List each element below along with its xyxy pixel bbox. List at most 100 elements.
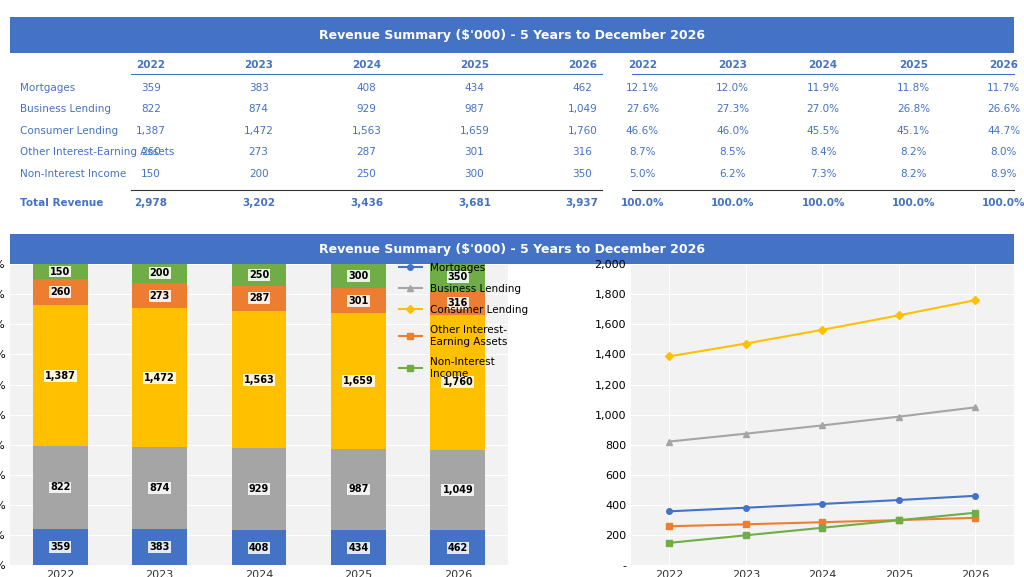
Text: 1,472: 1,472: [144, 373, 175, 383]
Text: Revenue Summary ($'000) - 5 Years to December 2026: Revenue Summary ($'000) - 5 Years to Dec…: [319, 29, 705, 42]
Text: 44.7%: 44.7%: [987, 126, 1020, 136]
Text: 100.0%: 100.0%: [892, 198, 935, 208]
Text: 359: 359: [140, 83, 161, 93]
Text: 1,659: 1,659: [460, 126, 489, 136]
Text: 150: 150: [141, 168, 161, 179]
Text: 8.4%: 8.4%: [810, 147, 837, 158]
Text: 822: 822: [140, 104, 161, 114]
Text: 300: 300: [348, 271, 369, 281]
Text: 12.0%: 12.0%: [716, 83, 750, 93]
Bar: [331, 530, 386, 565]
Text: 8.5%: 8.5%: [720, 147, 746, 158]
Text: 301: 301: [465, 147, 484, 158]
Text: Total Revenue: Total Revenue: [20, 198, 103, 208]
Text: 2026: 2026: [567, 60, 597, 70]
Text: 46.6%: 46.6%: [626, 126, 659, 136]
Text: 383: 383: [249, 83, 268, 93]
Bar: [231, 530, 287, 565]
Bar: [430, 530, 485, 565]
Text: 6.2%: 6.2%: [720, 168, 746, 179]
Text: 45.1%: 45.1%: [897, 126, 930, 136]
Text: 100.0%: 100.0%: [982, 198, 1024, 208]
Text: 408: 408: [249, 542, 269, 553]
Text: 1,387: 1,387: [136, 126, 166, 136]
Text: 1,387: 1,387: [45, 370, 76, 381]
Text: 1,760: 1,760: [442, 377, 473, 387]
Text: 408: 408: [356, 83, 377, 93]
Text: 462: 462: [572, 83, 592, 93]
Text: 12.1%: 12.1%: [626, 83, 659, 93]
Text: 1,760: 1,760: [567, 126, 597, 136]
Text: 2025: 2025: [460, 60, 488, 70]
Text: 929: 929: [356, 104, 377, 114]
Text: 11.7%: 11.7%: [987, 83, 1020, 93]
Text: 260: 260: [141, 147, 161, 158]
Bar: [231, 448, 287, 530]
Text: 1,049: 1,049: [442, 485, 473, 495]
Bar: [231, 286, 287, 311]
Bar: [132, 309, 187, 447]
Text: 1,563: 1,563: [244, 374, 274, 385]
Text: 8.2%: 8.2%: [900, 147, 927, 158]
Text: 200: 200: [150, 268, 170, 278]
Bar: [33, 279, 87, 305]
Bar: [132, 529, 187, 565]
Text: 3,202: 3,202: [242, 198, 275, 208]
Text: 350: 350: [447, 272, 468, 282]
Bar: [430, 315, 485, 449]
Text: 434: 434: [465, 83, 484, 93]
Bar: [231, 311, 287, 448]
Text: 987: 987: [348, 485, 369, 494]
Text: 200: 200: [249, 168, 268, 179]
Bar: [331, 264, 386, 288]
Text: 3,937: 3,937: [565, 198, 599, 208]
Text: 316: 316: [447, 298, 468, 308]
Text: 929: 929: [249, 484, 269, 494]
Text: 8.7%: 8.7%: [629, 147, 655, 158]
Text: 3,681: 3,681: [458, 198, 490, 208]
Bar: [430, 291, 485, 315]
Text: Business Lending: Business Lending: [20, 104, 112, 114]
Legend: Mortgages, Business Lending, Consumer Lending, Other Interest-
Earning Assets, N: Mortgages, Business Lending, Consumer Le…: [399, 263, 528, 379]
Text: 250: 250: [356, 168, 377, 179]
Bar: [132, 264, 187, 283]
Text: 1,563: 1,563: [351, 126, 381, 136]
Text: 11.8%: 11.8%: [897, 83, 930, 93]
Text: 383: 383: [150, 542, 170, 552]
Text: 100.0%: 100.0%: [802, 198, 845, 208]
Text: 987: 987: [465, 104, 484, 114]
Text: 287: 287: [356, 147, 377, 158]
Text: 2024: 2024: [809, 60, 838, 70]
Bar: [331, 313, 386, 449]
Text: 260: 260: [50, 287, 71, 297]
Text: 8.9%: 8.9%: [990, 168, 1017, 179]
Text: 8.2%: 8.2%: [900, 168, 927, 179]
Text: Other Interest-Earning Assets: Other Interest-Earning Assets: [20, 147, 175, 158]
Text: 874: 874: [249, 104, 268, 114]
Text: 2023: 2023: [718, 60, 748, 70]
Bar: [33, 264, 87, 279]
Text: 7.3%: 7.3%: [810, 168, 837, 179]
Text: 2023: 2023: [244, 60, 273, 70]
Text: 11.9%: 11.9%: [807, 83, 840, 93]
Text: 26.8%: 26.8%: [897, 104, 930, 114]
Text: 3,436: 3,436: [350, 198, 383, 208]
Text: 1,472: 1,472: [244, 126, 273, 136]
Text: 27.6%: 27.6%: [626, 104, 659, 114]
Text: 26.6%: 26.6%: [987, 104, 1020, 114]
Bar: [33, 529, 87, 565]
Text: 150: 150: [50, 267, 71, 276]
Bar: [132, 447, 187, 529]
Text: 46.0%: 46.0%: [716, 126, 750, 136]
Text: 1,049: 1,049: [567, 104, 597, 114]
Text: 1,659: 1,659: [343, 376, 374, 386]
Text: 2024: 2024: [352, 60, 381, 70]
Text: 5.0%: 5.0%: [630, 168, 655, 179]
Text: 100.0%: 100.0%: [621, 198, 665, 208]
Text: 316: 316: [572, 147, 592, 158]
Text: 250: 250: [249, 270, 269, 280]
Text: Revenue Summary ($'000) - 5 Years to December 2026: Revenue Summary ($'000) - 5 Years to Dec…: [319, 242, 705, 256]
Text: 434: 434: [348, 543, 369, 553]
Text: 462: 462: [447, 543, 468, 553]
Text: 2022: 2022: [136, 60, 165, 70]
